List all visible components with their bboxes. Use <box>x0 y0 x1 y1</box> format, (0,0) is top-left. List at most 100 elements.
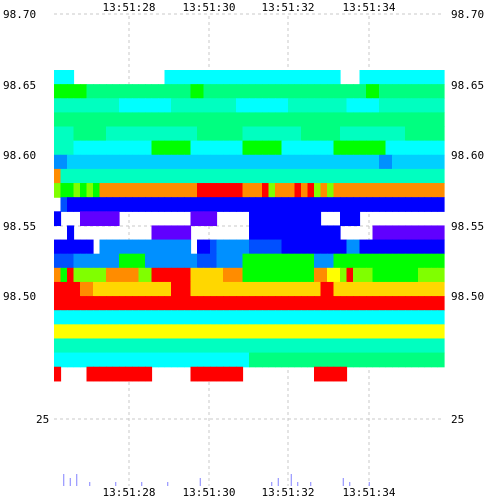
heatmap-cell <box>437 267 445 283</box>
heatmap-cell <box>379 310 387 325</box>
heatmap-cell <box>275 183 283 198</box>
heatmap-cell <box>366 140 374 156</box>
heatmap-cell <box>216 183 224 198</box>
heatmap-cell <box>158 352 166 368</box>
heatmap-cell <box>177 296 185 311</box>
heatmap-cell <box>60 126 68 142</box>
heatmap-cell <box>294 239 302 255</box>
heatmap-cell <box>236 296 244 311</box>
heatmap-cell <box>314 366 322 382</box>
heatmap-cell <box>80 140 88 156</box>
heatmap-cell <box>229 84 237 99</box>
heatmap-cell <box>67 84 75 99</box>
heatmap-cell <box>223 352 231 368</box>
heatmap-cell <box>80 112 88 128</box>
heatmap-cell <box>411 183 419 198</box>
heatmap-cell <box>106 126 114 142</box>
heatmap-cell <box>171 168 179 184</box>
heatmap-cell <box>236 84 244 99</box>
heatmap-cell <box>158 197 166 212</box>
heatmap-cell <box>67 338 75 354</box>
heatmap-cell <box>333 239 341 255</box>
heatmap-cell <box>249 140 257 156</box>
heatmap-cell <box>288 84 296 99</box>
heatmap-cell <box>398 352 406 368</box>
heatmap-cell <box>236 197 244 212</box>
heatmap-cell <box>249 211 257 227</box>
heatmap-cell <box>184 239 192 255</box>
heatmap-cell <box>359 183 367 198</box>
heatmap-cell <box>93 267 101 283</box>
heatmap-cell <box>398 197 406 212</box>
heatmap-cell <box>216 281 224 297</box>
heatmap-cell <box>301 253 309 269</box>
heatmap-cell <box>171 84 179 99</box>
heatmap-cell <box>112 168 120 184</box>
heatmap-cell <box>54 140 62 156</box>
heatmap-cell <box>418 281 426 297</box>
heatmap-cell <box>73 183 81 198</box>
volume-bar <box>277 478 279 486</box>
heatmap-cell <box>398 296 406 311</box>
heatmap-cell <box>379 239 387 255</box>
heatmap-cell <box>138 281 146 297</box>
heatmap-cell <box>405 197 413 212</box>
heatmap-cell <box>288 296 296 311</box>
heatmap-cell <box>190 267 198 283</box>
heatmap-cell <box>346 112 354 128</box>
heatmap-cell <box>190 310 198 325</box>
heatmap-cell <box>327 310 335 325</box>
heatmap-cell <box>138 126 146 142</box>
heatmap-cell <box>262 253 270 269</box>
heatmap-cell <box>93 126 101 142</box>
heatmap-cell <box>177 112 185 128</box>
heatmap-cell <box>294 225 302 241</box>
heatmap-cell <box>99 338 107 354</box>
heatmap-cell <box>106 197 114 212</box>
heatmap-cell <box>268 239 276 255</box>
heatmap-cell <box>145 324 153 340</box>
heatmap-cell <box>320 281 328 297</box>
heatmap-cell <box>275 281 283 297</box>
heatmap-cell <box>60 253 68 269</box>
heatmap-cell <box>80 183 88 198</box>
heatmap-cell <box>184 338 192 354</box>
heatmap-cell <box>106 267 114 283</box>
heatmap-cell <box>385 126 393 142</box>
heatmap-cell <box>197 281 205 297</box>
heatmap-cell <box>418 168 426 184</box>
heatmap-cell <box>112 211 120 227</box>
heatmap-cell <box>307 126 315 142</box>
heatmap-cell <box>353 281 361 297</box>
heatmap-cell <box>359 197 367 212</box>
heatmap-cell <box>73 197 81 212</box>
heatmap-cell <box>353 183 361 198</box>
heatmap-cell <box>281 267 289 283</box>
heatmap-cell <box>125 126 133 142</box>
heatmap-cell <box>249 84 257 99</box>
heatmap-cell <box>190 84 198 99</box>
heatmap-cell <box>314 140 322 156</box>
heatmap-cell <box>73 324 81 340</box>
heatmap-cell <box>132 126 140 142</box>
heatmap-cell <box>320 310 328 325</box>
heatmap-cell <box>379 84 387 99</box>
heatmap-cell <box>145 239 153 255</box>
heatmap-cell <box>418 70 426 85</box>
heatmap-cell <box>281 98 289 113</box>
heatmap-cell <box>151 267 159 283</box>
heatmap-cell <box>229 154 237 170</box>
heatmap-cell <box>333 140 341 156</box>
heatmap-cell <box>340 324 348 340</box>
heatmap-cell <box>379 168 387 184</box>
heatmap-cell <box>229 253 237 269</box>
heatmap-cell <box>327 267 335 283</box>
heatmap-cell <box>418 225 426 241</box>
heatmap-cell <box>398 338 406 354</box>
heatmap-cell <box>203 310 211 325</box>
heatmap-cell <box>353 352 361 368</box>
heatmap-cell <box>353 239 361 255</box>
heatmap-cell <box>151 154 159 170</box>
heatmap-cell <box>138 239 146 255</box>
heatmap-cell <box>275 352 283 368</box>
